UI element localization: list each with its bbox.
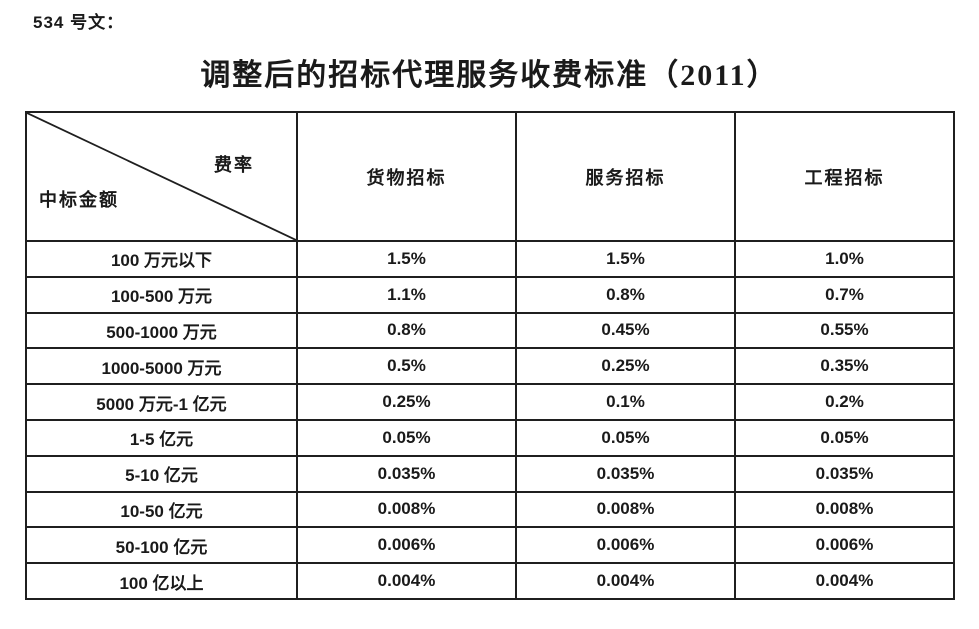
row-label: 100 亿以上 bbox=[25, 562, 298, 600]
table-row: 1000-5000 万元 0.5% 0.25% 0.35% bbox=[25, 347, 955, 386]
table-row: 1-5 亿元 0.05% 0.05% 0.05% bbox=[25, 418, 955, 457]
rate-cell: 0.35% bbox=[734, 347, 955, 386]
rate-cell: 0.05% bbox=[515, 418, 736, 457]
row-label: 100 万元以下 bbox=[25, 240, 298, 278]
rate-cell: 0.006% bbox=[515, 526, 736, 565]
table-row: 100 亿以上 0.004% 0.004% 0.004% bbox=[25, 562, 955, 600]
rate-cell: 0.004% bbox=[734, 562, 955, 600]
rate-cell: 0.1% bbox=[515, 383, 736, 421]
rate-cell: 0.006% bbox=[734, 526, 955, 565]
corner-label-amount: 中标金额 bbox=[39, 190, 119, 210]
rate-cell: 0.008% bbox=[515, 490, 736, 529]
fee-table: 费率 中标金额 货物招标 服务招标 工程招标 100 万元以下 1.5% 1.5% 1… bbox=[25, 111, 955, 600]
rate-cell: 0.25% bbox=[515, 347, 736, 386]
table-body: 100 万元以下 1.5% 1.5% 1.0% 100-500 万元 1.1% 0.8% 0.… bbox=[25, 240, 955, 600]
row-label: 5000 万元-1 亿元 bbox=[25, 383, 298, 421]
rate-cell: 0.008% bbox=[296, 490, 517, 529]
rate-cell: 0.035% bbox=[296, 454, 517, 493]
row-label: 5-10 亿元 bbox=[25, 454, 298, 493]
header-row: 费率 中标金额 货物招标 服务招标 工程招标 bbox=[25, 111, 955, 242]
rate-cell: 0.8% bbox=[296, 311, 517, 350]
rate-cell: 0.035% bbox=[734, 454, 955, 493]
row-label: 100-500 万元 bbox=[25, 275, 298, 314]
rate-cell: 0.05% bbox=[734, 418, 955, 457]
column-header-services: 服务招标 bbox=[515, 111, 736, 242]
column-header-goods: 货物招标 bbox=[296, 111, 517, 242]
row-label: 1-5 亿元 bbox=[25, 418, 298, 457]
row-label: 500-1000 万元 bbox=[25, 311, 298, 350]
row-label: 50-100 亿元 bbox=[25, 526, 298, 565]
table-row: 10-50 亿元 0.008% 0.008% 0.008% bbox=[25, 490, 955, 529]
column-header-works: 工程招标 bbox=[734, 111, 955, 242]
rate-cell: 0.2% bbox=[734, 383, 955, 421]
rate-cell: 1.5% bbox=[515, 240, 736, 278]
rate-cell: 0.004% bbox=[515, 562, 736, 600]
table-row: 5-10 亿元 0.035% 0.035% 0.035% bbox=[25, 454, 955, 493]
rate-cell: 0.008% bbox=[734, 490, 955, 529]
row-label: 1000-5000 万元 bbox=[25, 347, 298, 386]
table-row: 100 万元以下 1.5% 1.5% 1.0% bbox=[25, 240, 955, 278]
rate-cell: 0.55% bbox=[734, 311, 955, 350]
table-row: 5000 万元-1 亿元 0.25% 0.1% 0.2% bbox=[25, 383, 955, 421]
rate-cell: 1.1% bbox=[296, 275, 517, 314]
rate-cell: 1.5% bbox=[296, 240, 517, 278]
rate-cell: 0.5% bbox=[296, 347, 517, 386]
rate-cell: 0.035% bbox=[515, 454, 736, 493]
rate-cell: 0.25% bbox=[296, 383, 517, 421]
rate-cell: 0.45% bbox=[515, 311, 736, 350]
rate-cell: 1.0% bbox=[734, 240, 955, 278]
corner-header-cell: 费率 中标金额 bbox=[25, 111, 298, 242]
rate-cell: 0.006% bbox=[296, 526, 517, 565]
rate-cell: 0.004% bbox=[296, 562, 517, 600]
row-label: 10-50 亿元 bbox=[25, 490, 298, 529]
rate-cell: 0.7% bbox=[734, 275, 955, 314]
doc-ref: 534 号文： bbox=[33, 13, 125, 32]
table-row: 100-500 万元 1.1% 0.8% 0.7% bbox=[25, 275, 955, 314]
diagonal-line bbox=[27, 113, 296, 240]
page-title: 调整后的招标代理服务收费标准（2011） bbox=[200, 59, 779, 92]
corner-label-rate: 费率 bbox=[214, 155, 254, 175]
rate-cell: 0.8% bbox=[515, 275, 736, 314]
rate-cell: 0.05% bbox=[296, 418, 517, 457]
table-row: 500-1000 万元 0.8% 0.45% 0.55% bbox=[25, 311, 955, 350]
table-row: 50-100 亿元 0.006% 0.006% 0.006% bbox=[25, 526, 955, 565]
